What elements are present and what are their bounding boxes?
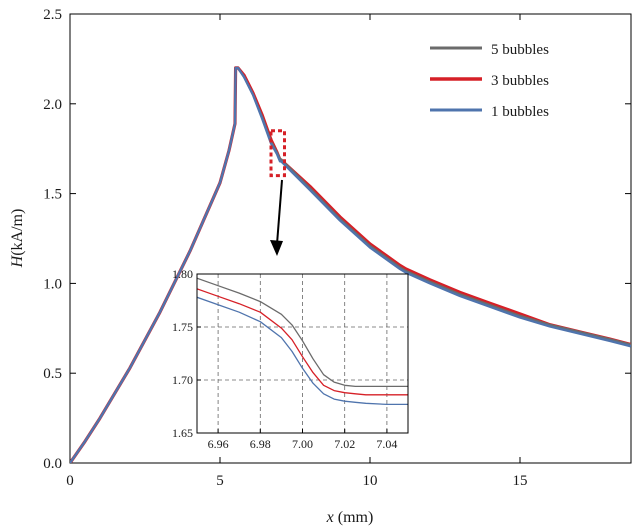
y-tick-label: 2.5 (43, 7, 62, 23)
x-axis-label: x (mm) (326, 509, 374, 526)
main-plot-frame (69, 13, 632, 464)
inset-y-tick-label: 1.65 (172, 426, 193, 440)
inset-y-tick-label: 1.80 (172, 267, 193, 281)
inset-x-tick-label: 7.04 (376, 437, 397, 451)
inset-y-tick-label: 1.70 (172, 373, 193, 387)
inset-x-tick-label: 7.02 (334, 437, 355, 451)
inset-series-line-3-bubbles (197, 288, 408, 396)
x-tick-label: 0 (66, 473, 74, 489)
x-tick-label: 5 (216, 473, 224, 489)
legend-label-1-bubbles: 1 bubbles (491, 104, 549, 120)
zoom-region-box (269, 129, 286, 178)
inset-x-tick-label: 6.98 (250, 437, 271, 451)
y-tick-label: 0.5 (43, 366, 62, 382)
y-tick-label: 1.0 (43, 276, 62, 292)
inset-x-tick-label: 6.96 (208, 437, 229, 451)
legend-label-5-bubbles: 5 bubbles (491, 42, 549, 58)
inset-series-line-1-bubbles (197, 296, 408, 406)
legend-label-3-bubbles: 3 bubbles (491, 73, 549, 89)
y-tick-label: 0.0 (43, 456, 62, 472)
inset-series-line-5-bubbles (197, 277, 408, 388)
x-tick-label: 10 (363, 473, 378, 489)
y-tick-label: 1.5 (43, 187, 62, 203)
x-tick-label: 15 (513, 473, 528, 489)
y-axis-label: H(kA/m) (9, 209, 26, 269)
inset-x-tick-label: 7.00 (292, 437, 313, 451)
inset-y-tick-label: 1.75 (172, 320, 193, 334)
zoom-arrow (270, 179, 283, 256)
y-tick-label: 2.0 (43, 97, 62, 113)
series-line-1-bubbles (70, 66, 631, 463)
legend: 5 bubbles 3 bubbles 1 bubbles (430, 42, 549, 120)
